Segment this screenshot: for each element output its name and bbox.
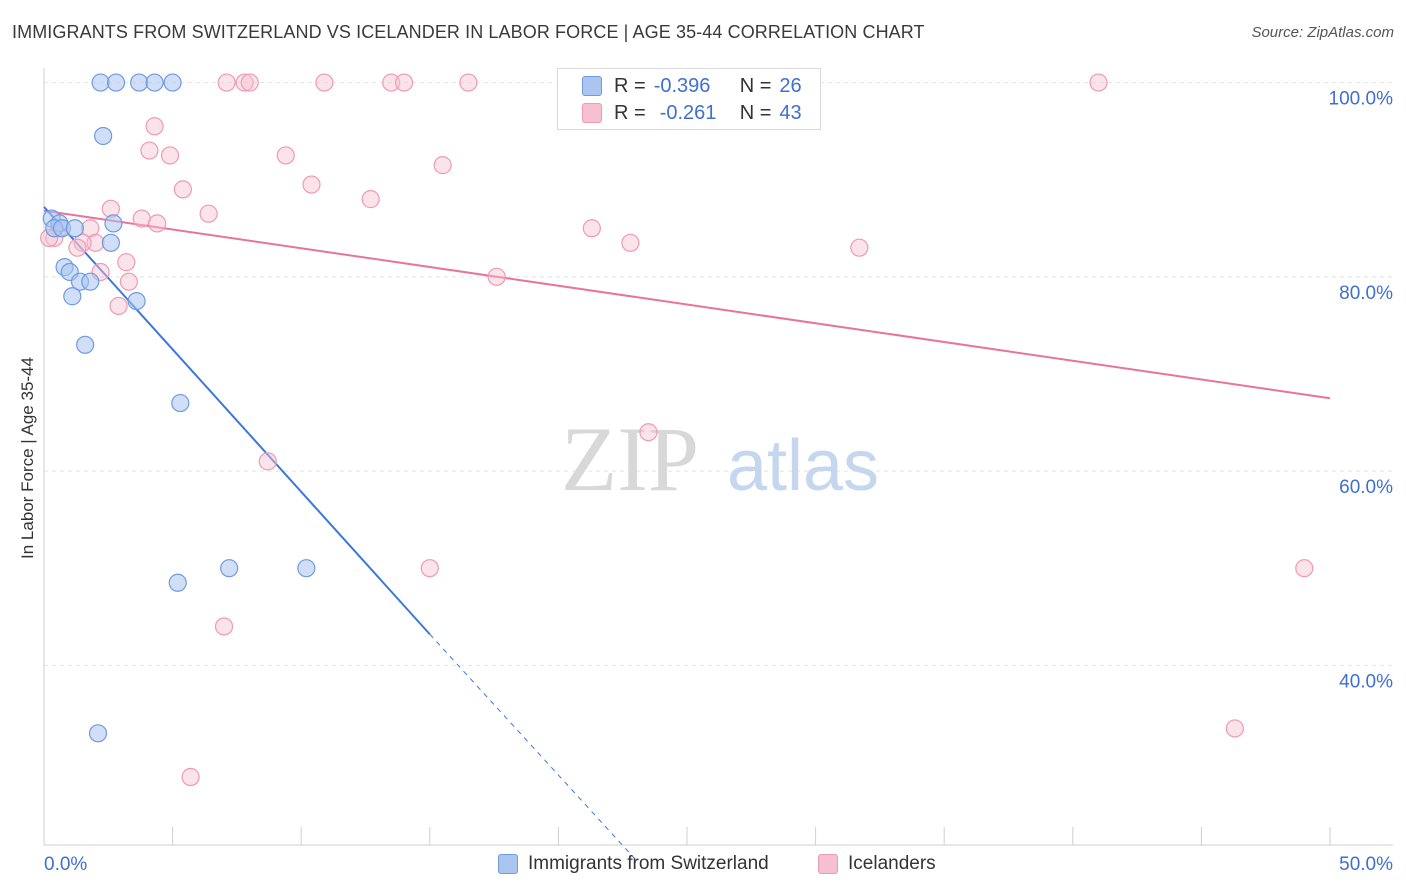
switzerland-point [88, 724, 108, 743]
icelanders-point [148, 214, 167, 233]
legend-n-value: 43 [779, 101, 802, 124]
bottom-legend-icelanders: Icelanders [818, 852, 936, 876]
bottom-legend-label: Icelanders [848, 853, 936, 874]
correlation-legend: R = -0.396 N = 26 R = -0.261 N = 43 [557, 68, 821, 130]
legend-r-label: R = [614, 74, 646, 97]
icelanders-point [235, 73, 254, 92]
switzerland-point [297, 559, 316, 578]
y-tick-label: 40.0% [1339, 671, 1393, 692]
legend-n-label: N = [739, 101, 772, 124]
icelanders-point [302, 175, 321, 194]
trend-lines [43, 206, 1331, 860]
icelanders-point [73, 233, 92, 252]
chart-title: IMMIGRANTS FROM SWITZERLAND VS ICELANDER… [12, 22, 925, 42]
icelanders-point [582, 219, 601, 238]
icelanders-point [240, 73, 259, 92]
icelanders-point [199, 204, 218, 223]
icelanders-point [117, 253, 136, 272]
switzerland-point [168, 573, 187, 592]
axes [43, 68, 1393, 846]
switzerland-point [163, 73, 182, 92]
icelanders-point [1295, 559, 1314, 578]
legend-n-label: N = [739, 74, 772, 97]
icelanders-trend-line [43, 209, 1331, 400]
icelanders-point [68, 238, 87, 257]
watermark: ZIP atlas [561, 408, 879, 510]
bottom-legend-label: Immigrants from Switzerland [528, 853, 769, 874]
icelanders-point [433, 156, 452, 175]
icelanders-point [639, 423, 658, 442]
icelanders-point [173, 180, 192, 199]
bottom-legend-swatch-pink [818, 854, 838, 874]
legend-r-value: -0.396 [653, 74, 711, 97]
switzerland-point [91, 73, 110, 92]
icelanders-point [140, 141, 159, 160]
switzerland-point [127, 292, 146, 311]
switzerland-point [106, 73, 126, 92]
switzerland-point [63, 287, 82, 306]
y-tick-label: 100.0% [1329, 89, 1394, 110]
icelanders-point [394, 73, 414, 92]
legend-r-label: R = [614, 101, 646, 124]
watermark-atlas: atlas [727, 426, 879, 506]
switzerland-point [76, 335, 95, 354]
x-tick-label: 0.0% [44, 854, 87, 875]
y-tick-label: 60.0% [1339, 477, 1393, 498]
bottom-legend-switzerland: Immigrants from Switzerland [498, 852, 769, 876]
icelanders-point [621, 233, 640, 252]
icelanders-point [181, 767, 200, 787]
switzerland-point [94, 126, 113, 146]
switzerland-point [220, 559, 239, 578]
icelanders-point [160, 146, 180, 165]
switzerland-point [65, 219, 84, 238]
y-tick-label: 80.0% [1339, 283, 1393, 304]
icelanders-point [214, 617, 234, 636]
icelanders-point [487, 267, 506, 286]
legend-n-value: 26 [779, 74, 802, 97]
icelanders-point [850, 238, 869, 257]
switzerland-point [171, 393, 190, 413]
switzerland-points [42, 73, 316, 743]
switzerland-point [130, 73, 149, 92]
icelanders-point [132, 209, 151, 228]
icelanders-point [1089, 73, 1108, 92]
tick-labels: 40.0% 60.0% 80.0% 100.0% 0.0% 50.0% [44, 89, 1393, 875]
bottom-legend-swatch-blue [498, 854, 518, 874]
legend-swatch-pink [582, 103, 602, 123]
icelanders-points [40, 73, 1314, 787]
icelanders-point [361, 190, 380, 209]
x-tick-label: 50.0% [1339, 854, 1393, 875]
icelanders-point [145, 117, 164, 136]
watermark-zip: ZIP [561, 408, 699, 510]
icelanders-point [119, 272, 138, 291]
switzerland-trend-extension [429, 633, 636, 860]
legend-row-icelanders: R = -0.261 N = 43 [582, 101, 802, 125]
icelanders-point [217, 73, 236, 92]
switzerland-trend-line [43, 206, 431, 635]
legend-row-switzerland: R = -0.396 N = 26 [582, 74, 802, 98]
icelanders-point [109, 296, 128, 316]
icelanders-point [382, 73, 401, 92]
icelanders-point [315, 73, 334, 92]
icelanders-point [276, 146, 295, 165]
icelanders-point [420, 559, 439, 578]
legend-swatch-blue [582, 76, 602, 96]
switzerland-point [104, 214, 123, 233]
icelanders-point [1225, 719, 1244, 738]
legend-r-value: -0.261 [659, 101, 717, 124]
switzerland-point [81, 272, 100, 291]
source-label: Source: ZipAtlas.com [1251, 24, 1394, 41]
icelanders-point [258, 452, 277, 471]
switzerland-point [101, 233, 120, 252]
switzerland-point [145, 73, 164, 92]
icelanders-point [459, 73, 478, 92]
gridlines [44, 82, 1393, 666]
